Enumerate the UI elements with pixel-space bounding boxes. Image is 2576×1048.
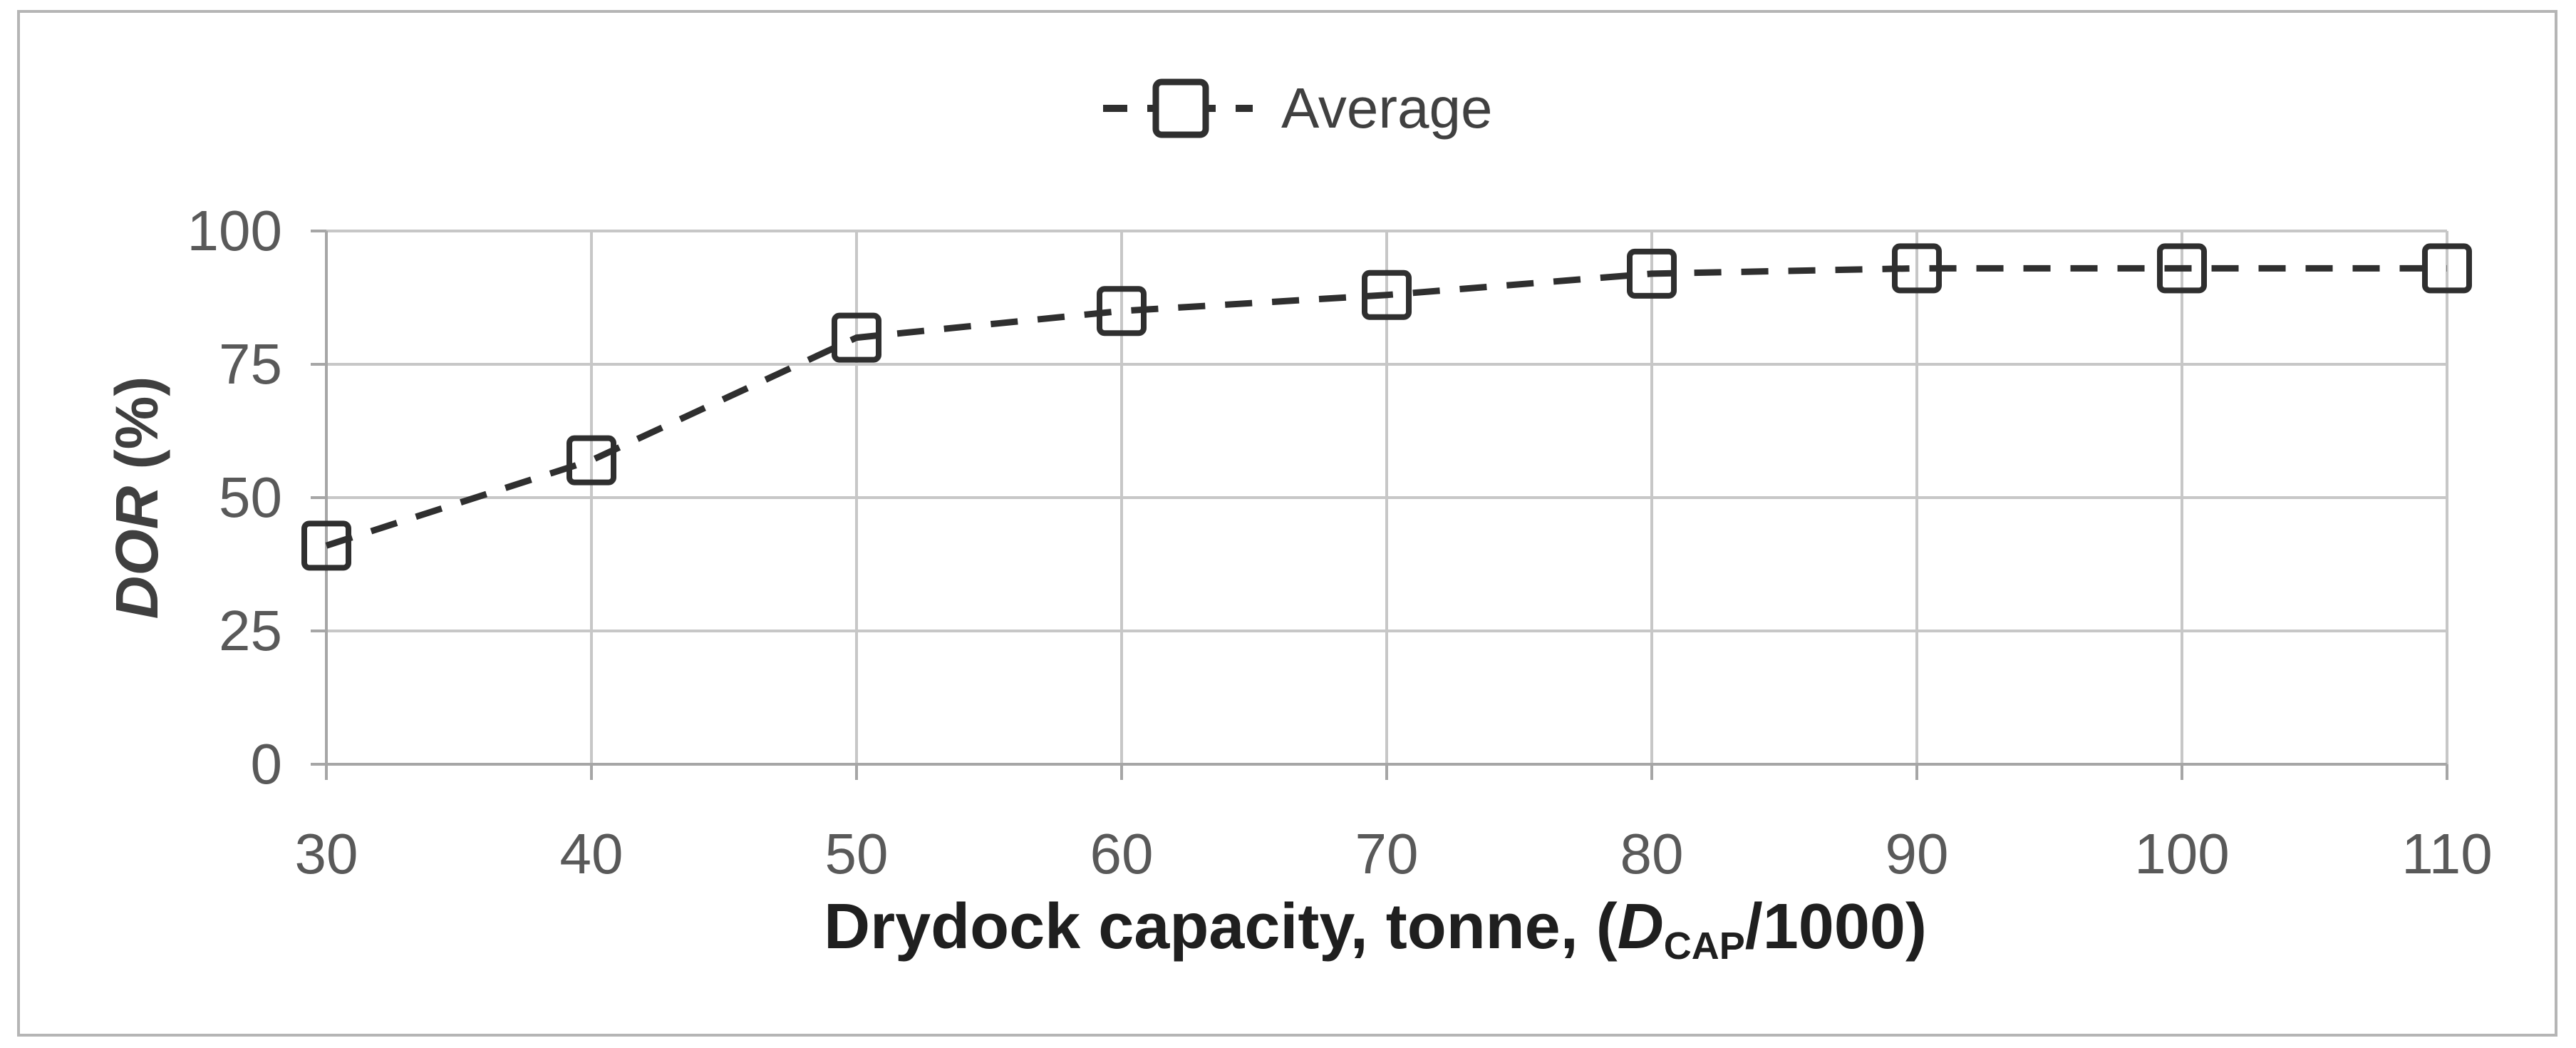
legend-dashed-square-marker-icon	[1103, 78, 1253, 138]
x-axis-title-subscript: CAP	[1663, 925, 1745, 968]
x-axis-title-variable: D	[1617, 891, 1664, 962]
y-tick-label: 75	[219, 332, 282, 396]
y-tick-label: 25	[219, 599, 282, 662]
legend-label: Average	[1281, 76, 1493, 140]
data-point-marker	[301, 520, 351, 571]
x-tick-label: 70	[1355, 822, 1419, 885]
x-tick-label: 50	[824, 822, 889, 885]
gridlines-group	[325, 230, 2448, 766]
x-tick-label: 110	[2401, 822, 2493, 885]
x-axis-title-prefix: Drydock capacity, tonne, (	[824, 891, 1618, 962]
series-group	[301, 243, 2472, 571]
legend-marker-sample	[1152, 78, 1209, 138]
y-tick-label: 100	[187, 199, 282, 262]
series-line	[325, 264, 2447, 549]
x-tick-label: 80	[1620, 822, 1684, 885]
x-tick-label: 90	[1885, 822, 1949, 885]
x-axis-title-suffix: /1000)	[1744, 891, 1927, 962]
legend: Average	[1103, 76, 1493, 141]
data-point-marker	[2422, 243, 2472, 294]
y-tick-label: 0	[250, 732, 283, 796]
data-point-marker	[2157, 243, 2207, 294]
axes-group	[311, 230, 2448, 780]
x-tick-label: 40	[559, 822, 624, 885]
y-tick-label: 50	[219, 466, 282, 529]
data-point-marker	[1627, 248, 1677, 299]
data-point-marker	[1892, 243, 1942, 294]
x-tick-label: 100	[2134, 822, 2230, 885]
x-axis-title: Drydock capacity, tonne, (DCAP/1000)	[734, 890, 2017, 972]
data-point-marker	[1097, 286, 1147, 337]
x-tick-label: 30	[294, 822, 358, 885]
x-tick-label: 60	[1090, 822, 1154, 885]
data-point-marker	[567, 435, 616, 486]
data-point-marker	[1362, 269, 1412, 320]
data-point-marker	[832, 312, 881, 363]
